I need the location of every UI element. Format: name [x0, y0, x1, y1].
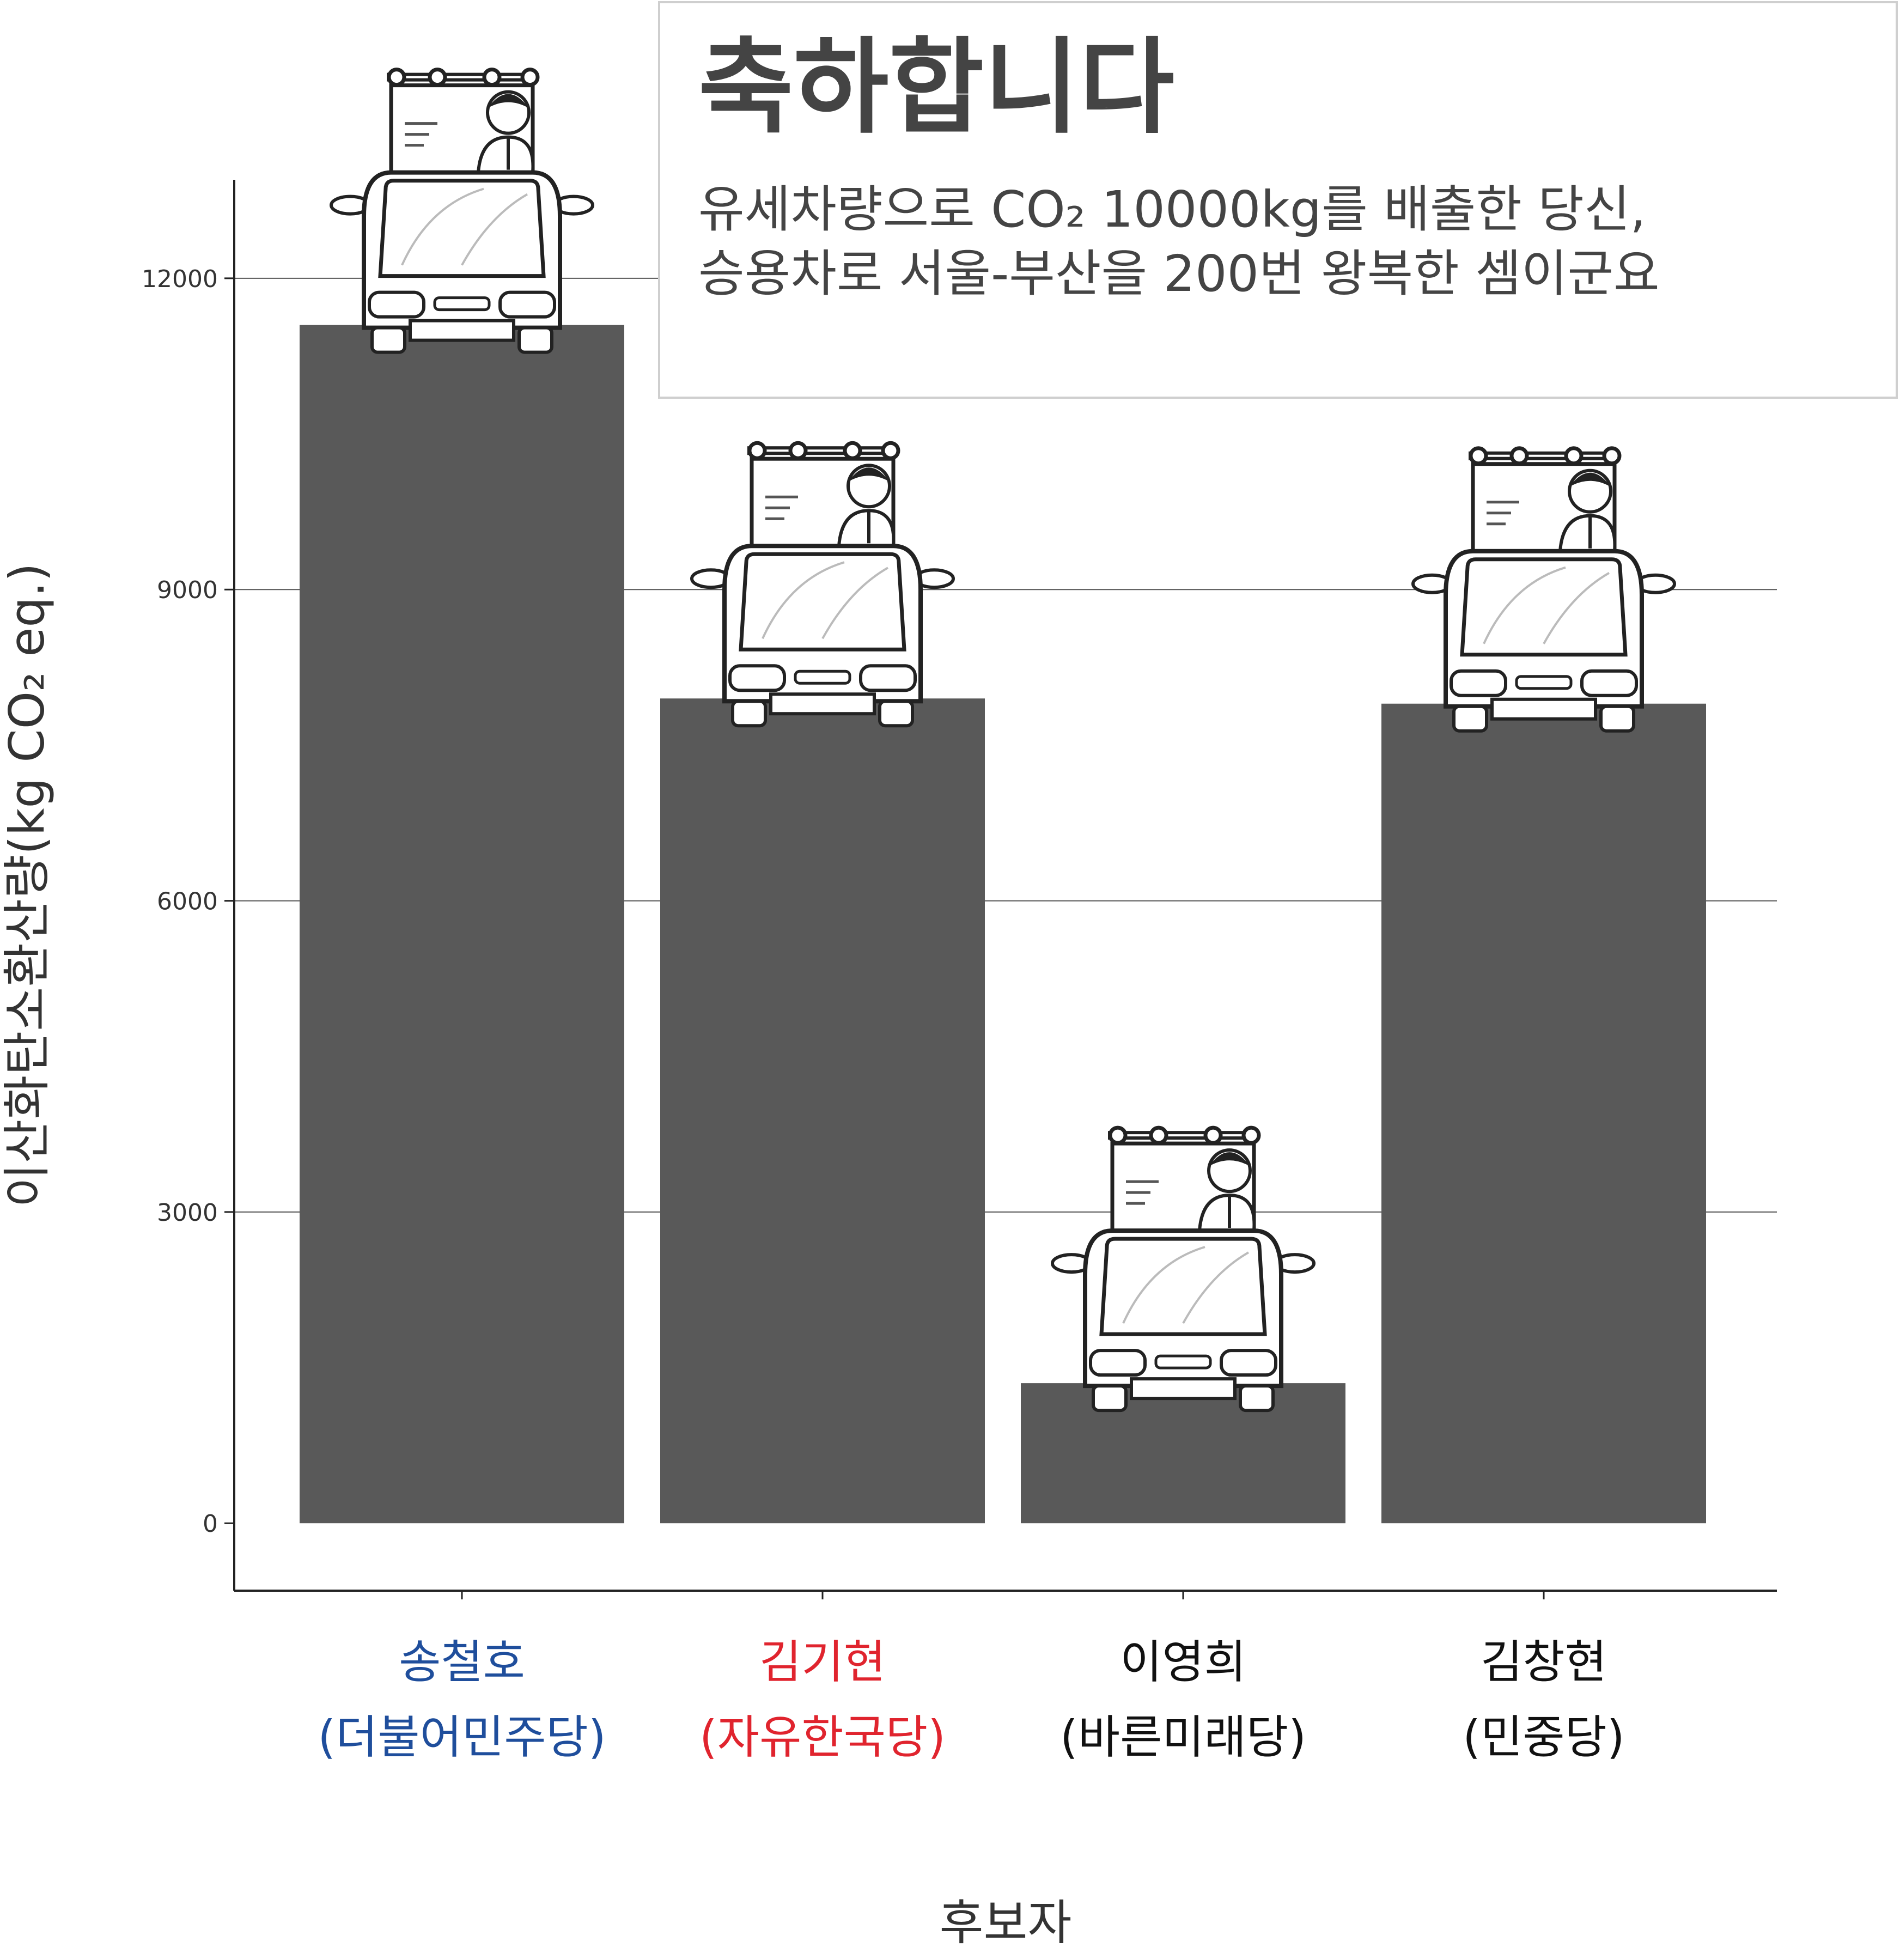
y-tick-label: 3000: [157, 1199, 218, 1227]
x-tick-label-party-3: (바른미래당): [1060, 1711, 1306, 1764]
truck-icon-2: [692, 443, 953, 726]
truck-icon-4: [1413, 448, 1674, 731]
callout-title: 축하합니다: [698, 27, 1175, 148]
y-tick-label: 9000: [157, 576, 218, 604]
bar-1: [300, 325, 624, 1524]
x-axis-title: 후보자: [940, 1895, 1072, 1951]
bar-3: [1021, 1383, 1345, 1524]
congratulations-callout: 축하합니다 유세차량으로 CO₂ 10000kg를 배출한 당신, 승용차로 서…: [658, 1, 1898, 399]
y-tick-label: 6000: [157, 888, 218, 916]
axes: [224, 180, 1777, 1599]
bar-4: [1381, 703, 1706, 1524]
x-tick-label-party-2: (자유한국당): [699, 1711, 946, 1764]
x-tick-label-name-4: 김창현: [1481, 1635, 1607, 1689]
labels: 0 3000 6000 9000 12000 송철호 (더불어민주당) 김기현 (자유한국당) 이…: [0, 265, 1625, 1951]
x-tick-label-name-2: 김기현: [759, 1635, 886, 1689]
y-tick-label: 0: [203, 1510, 218, 1538]
x-tick-label-party-4: (민중당): [1463, 1711, 1624, 1764]
callout-line-1: 유세차량으로 CO₂ 10000kg를 배출한 당신,: [698, 180, 1646, 239]
bar-2: [660, 698, 985, 1524]
y-tick-label: 12000: [142, 265, 218, 293]
truck-icon-1: [331, 70, 593, 352]
x-tick-label-name-3: 이영희: [1120, 1635, 1246, 1689]
x-tick-label-party-1: (더불어민주당): [318, 1711, 606, 1764]
callout-line-2: 승용차로 서울-부산을 200번 왕복한 셈이군요: [698, 244, 1660, 303]
y-axis-title: 이산화탄소환산량(kg CO₂ eq.): [0, 563, 55, 1207]
truck-icon-3: [1052, 1128, 1314, 1410]
bars: [300, 70, 1706, 1524]
x-tick-label-name-1: 송철호: [399, 1635, 525, 1689]
